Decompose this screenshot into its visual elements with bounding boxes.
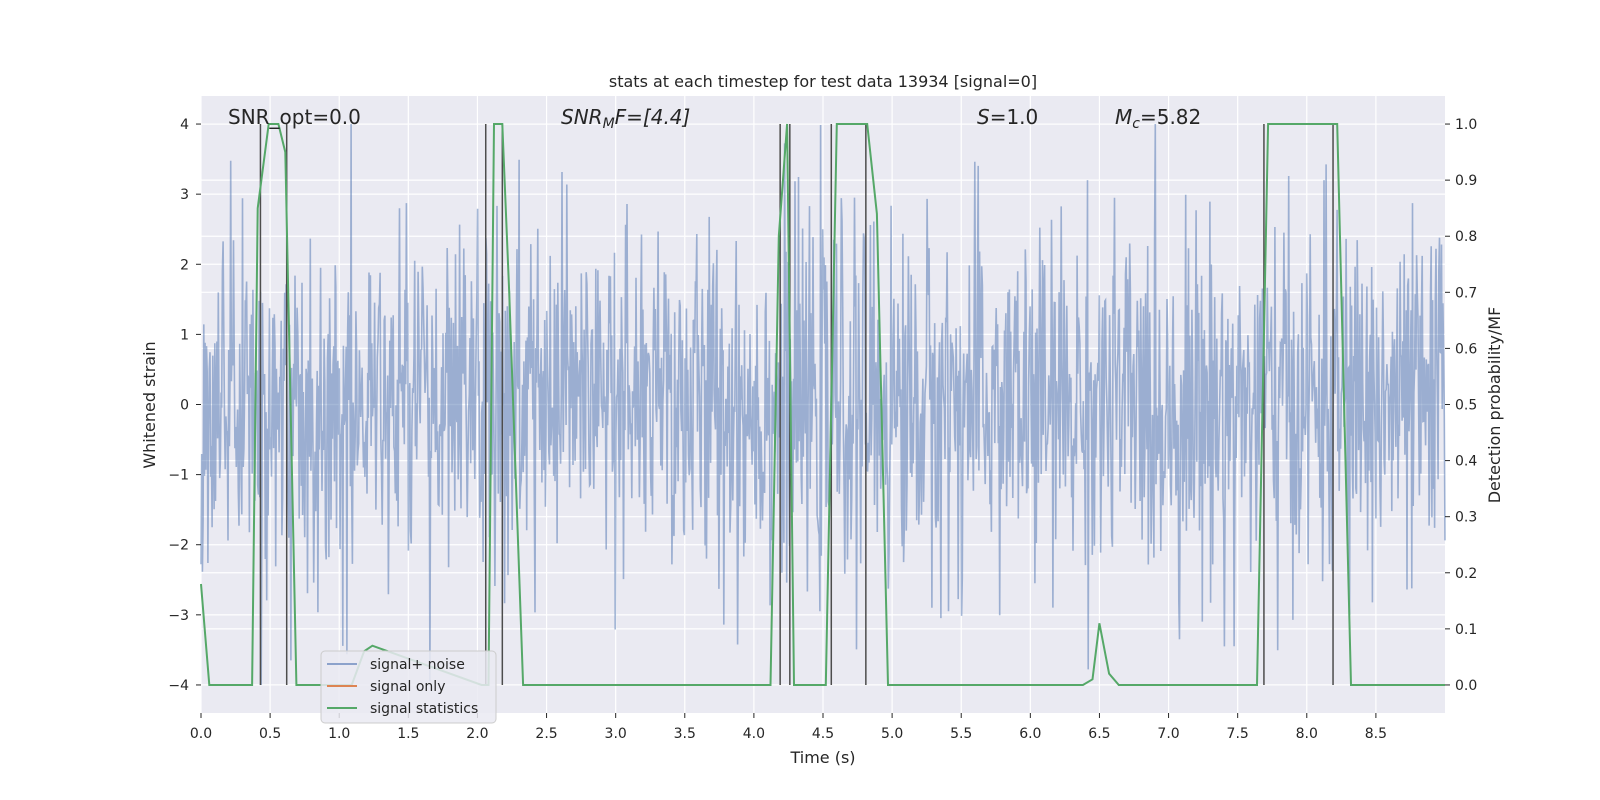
x-axis-label: Time (s) — [789, 748, 855, 767]
left-axis-label: Whitened strain — [140, 341, 159, 468]
x-tick-label-17: 8.5 — [1365, 726, 1387, 742]
x-tick-label-11: 5.5 — [950, 726, 972, 742]
yl-tick-label-5: 1 — [180, 327, 189, 343]
yr-tick-label-5: 0.5 — [1455, 398, 1477, 414]
x-tick-label-4: 2.0 — [466, 726, 488, 742]
legend-label-signal-noise: signal+ noise — [370, 657, 465, 673]
grid — [200, 96, 1445, 713]
yr-tick-label-3: 0.3 — [1455, 510, 1477, 526]
yl-tick-label-8: 4 — [180, 117, 189, 133]
mc-rest: =5.82 — [1140, 105, 1201, 129]
x-tick-label-0: 0.0 — [190, 726, 212, 742]
snr-opt-annotation: SNR_opt=0.0 — [228, 105, 361, 129]
snr-mf-sub: M — [603, 116, 615, 132]
yl-tick-label-3: −1 — [168, 468, 189, 484]
annotations: SNR_opt=0.0 SNRMF=[4.4] S=1.0 Mc=5.82 — [228, 105, 1201, 132]
yr-tick-label-0: 0.0 — [1455, 678, 1477, 694]
right-axis-label: Detection probability/MF — [1485, 307, 1504, 504]
yr-tick-label-10: 1.0 — [1455, 117, 1477, 133]
s-main: S — [977, 105, 990, 129]
x-axis-ticks: 0.0 0.5 1.0 1.5 2.0 2.5 3.0 3.5 4.0 4.5 5.0 5.5 6.0 6… — [190, 713, 1387, 742]
legend-box — [320, 650, 497, 724]
legend: signal+ noise signal only signal statist… — [320, 650, 497, 724]
x-tick-label-13: 6.5 — [1088, 726, 1110, 742]
noise-line — [200, 123, 1446, 686]
x-tick-label-15: 7.5 — [1227, 726, 1249, 742]
x-tick-label-6: 3.0 — [605, 726, 627, 742]
x-tick-label-9: 4.5 — [812, 726, 834, 742]
yl-tick-label-0: −4 — [168, 678, 189, 694]
x-tick-label-1: 0.5 — [259, 726, 281, 742]
s-annotation: S=1.0 — [977, 105, 1038, 129]
right-axis-ticks: 0.0 0.1 0.2 0.3 0.4 0.5 0.6 0.7 0.8 0.9 1.0 — [1445, 117, 1477, 694]
yr-tick-label-6: 0.6 — [1455, 341, 1477, 357]
x-tick-label-7: 3.5 — [674, 726, 696, 742]
mc-sub: c — [1132, 116, 1140, 132]
yl-tick-label-7: 3 — [180, 187, 189, 203]
x-tick-label-12: 6.0 — [1019, 726, 1041, 742]
x-tick-label-14: 7.0 — [1157, 726, 1179, 742]
yl-tick-label-1: −3 — [168, 608, 189, 624]
left-axis-ticks: −4 −3 −2 −1 0 1 2 3 4 — [168, 117, 201, 694]
snr-mf-rest-f: F=[4.4] — [615, 105, 691, 129]
mc-main: M — [1115, 105, 1132, 129]
x-tick-label-10: 5.0 — [881, 726, 903, 742]
legend-label-signal-statistics: signal statistics — [370, 701, 478, 717]
yr-tick-label-7: 0.7 — [1455, 285, 1477, 301]
statistics-series — [200, 123, 1445, 686]
yr-tick-label-8: 0.8 — [1455, 229, 1477, 245]
noise-series — [200, 123, 1446, 686]
chart-title: stats at each timestep for test data 139… — [609, 72, 1037, 91]
yr-tick-label-1: 0.1 — [1455, 622, 1477, 638]
x-tick-label-16: 8.0 — [1296, 726, 1318, 742]
legend-label-signal-only: signal only — [370, 679, 445, 695]
yr-tick-label-4: 0.4 — [1455, 454, 1477, 470]
yl-tick-label-2: −2 — [168, 538, 189, 554]
x-tick-label-3: 1.5 — [397, 726, 419, 742]
snr-mf-main: SNR — [561, 105, 603, 129]
statistics-line — [200, 123, 1445, 686]
snr-mf-annotation: SNRMF=[4.4] — [561, 105, 690, 132]
x-tick-label-5: 2.5 — [535, 726, 557, 742]
yl-tick-label-4: 0 — [180, 398, 189, 414]
yl-tick-label-6: 2 — [180, 257, 189, 273]
s-rest: =1.0 — [990, 105, 1039, 129]
x-tick-label-2: 1.0 — [328, 726, 350, 742]
mc-annotation: Mc=5.82 — [1115, 105, 1201, 132]
x-tick-label-8: 4.0 — [743, 726, 765, 742]
yr-tick-label-9: 0.9 — [1455, 173, 1477, 189]
yr-tick-label-2: 0.2 — [1455, 566, 1477, 582]
